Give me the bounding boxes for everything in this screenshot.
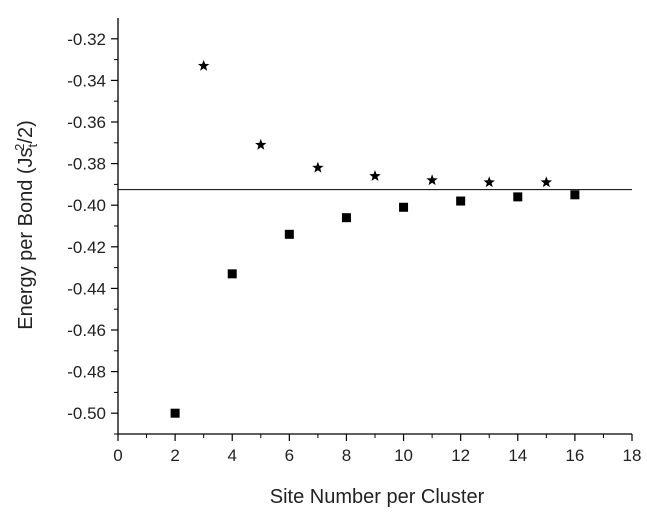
y-tick-label: -0.42	[67, 238, 106, 257]
star-point	[483, 176, 495, 188]
y-axis-label: Energy per Bond (Jst2/2)	[12, 120, 40, 330]
star-point	[312, 161, 324, 173]
x-tick-label: 12	[451, 446, 470, 465]
y-tick-label: -0.46	[67, 321, 106, 340]
x-tick-label: 2	[170, 446, 179, 465]
x-tick-label: 8	[342, 446, 351, 465]
star-point	[369, 170, 381, 181]
x-tick-label: 14	[508, 446, 527, 465]
square-point	[227, 269, 237, 279]
y-tick-label: -0.50	[67, 404, 106, 423]
y-tick-label: -0.38	[67, 155, 106, 174]
square-point	[399, 202, 409, 212]
x-tick-label: 10	[394, 446, 413, 465]
y-tick-label: -0.48	[67, 363, 106, 382]
y-tick-label: -0.34	[67, 71, 106, 90]
x-tick-label: 18	[623, 446, 642, 465]
x-tick-label: 0	[113, 446, 122, 465]
square-point	[170, 408, 180, 418]
square-point	[456, 196, 466, 206]
star-point	[540, 176, 553, 188]
x-tick-label: 16	[565, 446, 584, 465]
square-point	[513, 192, 523, 202]
y-tick-label: -0.36	[67, 113, 106, 132]
y-tick-label: -0.44	[67, 279, 106, 298]
square-point	[284, 229, 294, 239]
star-point	[426, 174, 438, 186]
x-axis-label: Site Number per Cluster	[270, 486, 485, 508]
star-point	[255, 138, 267, 150]
y-tick-label: -0.40	[67, 196, 106, 215]
star-point	[197, 59, 210, 71]
x-tick-label: 4	[227, 446, 236, 465]
y-tick-label: -0.32	[67, 30, 106, 49]
square-point	[570, 190, 580, 200]
square-point	[341, 213, 351, 223]
x-tick-label: 6	[285, 446, 294, 465]
